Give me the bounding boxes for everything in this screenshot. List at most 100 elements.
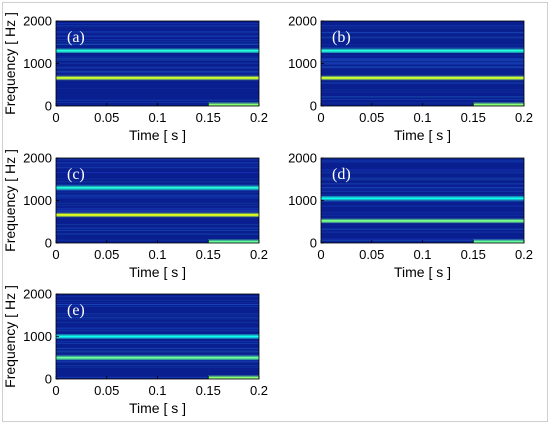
noise-line	[56, 313, 259, 315]
noise-line	[56, 72, 259, 74]
x-tick-label: 0.1	[148, 110, 166, 125]
noise-line	[56, 35, 259, 37]
noise-line	[321, 102, 524, 104]
noise-line	[321, 161, 524, 163]
spectrogram-background	[56, 21, 259, 106]
noise-line	[56, 304, 259, 305]
noise-line	[56, 99, 259, 101]
x-axis-label: Time [ s ]	[129, 127, 186, 143]
y-tick-label: 2000	[23, 287, 52, 302]
y-tick-label: 1000	[288, 56, 317, 71]
noise-line	[56, 25, 259, 26]
panel-label: (a)	[67, 29, 85, 46]
noise-line	[321, 178, 524, 180]
noise-line	[56, 62, 259, 64]
noise-line	[321, 195, 524, 197]
frequency-component-line	[56, 49, 259, 52]
noise-line	[56, 62, 259, 64]
noise-line	[56, 350, 259, 352]
noise-line	[321, 58, 524, 60]
noise-line	[321, 31, 524, 33]
noise-line	[56, 317, 259, 319]
spectrogram-panel-e: 0 0.05 0.1 0.15 0.2 0 1000 2000 Time [ s ] Freque…	[3, 285, 268, 416]
spectrogram-background	[56, 158, 259, 243]
x-tick-label: 0.2	[250, 383, 268, 398]
noise-line	[321, 61, 524, 63]
spectrogram-content	[321, 25, 524, 106]
noise-line	[321, 66, 524, 68]
spectrogram-figure: 0 0.05 0.1 0.15 0.2 0 1000 2000 Time [ s ] Freque…	[3, 12, 533, 416]
noise-line	[56, 162, 259, 164]
y-axis-label: Frequency [ Hz ]	[3, 285, 18, 388]
noise-line	[56, 68, 259, 69]
noise-line	[56, 367, 259, 369]
noise-line	[56, 67, 259, 69]
noise-line	[56, 318, 259, 320]
x-tick-label: 0	[52, 247, 59, 262]
noise-line	[56, 341, 259, 342]
x-tick-label: 0.05	[94, 383, 119, 398]
noise-line	[321, 65, 524, 67]
noise-line	[321, 25, 524, 27]
noise-line	[56, 365, 259, 367]
y-tick-label: 2000	[288, 14, 317, 29]
noise-line	[321, 188, 524, 190]
y-tick-label: 2000	[288, 151, 317, 166]
frequency-component-line	[321, 49, 524, 52]
noise-line	[321, 97, 524, 98]
noise-line	[321, 205, 524, 207]
x-tick-label: 0.15	[196, 383, 221, 398]
noise-line	[56, 88, 259, 89]
noise-line	[56, 43, 259, 45]
frequency-component-line	[208, 103, 259, 106]
noise-line	[321, 99, 524, 101]
noise-line	[321, 172, 524, 174]
noise-line	[56, 196, 259, 198]
noise-line	[56, 59, 259, 61]
noise-line	[56, 211, 259, 213]
noise-line	[56, 224, 259, 226]
y-tick-label: 2000	[23, 151, 52, 166]
spectrogram-panel-c: 0 0.05 0.1 0.15 0.2 0 1000 2000 Time [ s ] Freque…	[3, 149, 268, 280]
noise-line	[56, 354, 259, 356]
noise-line	[56, 348, 259, 349]
noise-line	[56, 58, 259, 60]
noise-line	[321, 177, 524, 179]
noise-line	[56, 158, 259, 159]
noise-line	[56, 23, 259, 24]
noise-line	[321, 58, 524, 60]
noise-line	[321, 231, 524, 233]
noise-line	[56, 66, 259, 68]
y-tick-label: 1000	[23, 193, 52, 208]
noise-line	[321, 44, 524, 46]
noise-line	[56, 197, 259, 199]
panel-label: (d)	[332, 166, 351, 183]
noise-line	[56, 32, 259, 34]
y-tick-label: 0	[45, 372, 52, 387]
noise-line	[56, 296, 259, 297]
noise-line	[56, 70, 259, 72]
noise-line	[56, 190, 259, 191]
x-tick-label: 0.1	[148, 247, 166, 262]
noise-line	[56, 159, 259, 160]
noise-line	[321, 183, 524, 185]
noise-line	[321, 96, 524, 98]
noise-line	[321, 194, 524, 196]
noise-line	[321, 228, 524, 230]
noise-line	[56, 58, 259, 60]
noise-line	[56, 74, 259, 75]
frequency-component-line	[56, 214, 259, 216]
spectrogram-panel-b: 0 0.05 0.1 0.15 0.2 0 1000 2000 Time [ s ] (b)	[288, 14, 533, 144]
frequency-component-line	[56, 335, 259, 338]
spectrogram-content	[321, 158, 524, 243]
x-axis-label: Time [ s ]	[129, 400, 186, 416]
noise-line	[56, 315, 259, 316]
frequency-component-line	[56, 77, 259, 79]
noise-line	[56, 361, 259, 363]
noise-line	[56, 228, 259, 230]
x-tick-label: 0	[317, 110, 324, 125]
noise-line	[56, 26, 259, 28]
noise-line	[56, 233, 259, 235]
x-tick-label: 0.15	[196, 110, 221, 125]
noise-line	[321, 38, 524, 39]
